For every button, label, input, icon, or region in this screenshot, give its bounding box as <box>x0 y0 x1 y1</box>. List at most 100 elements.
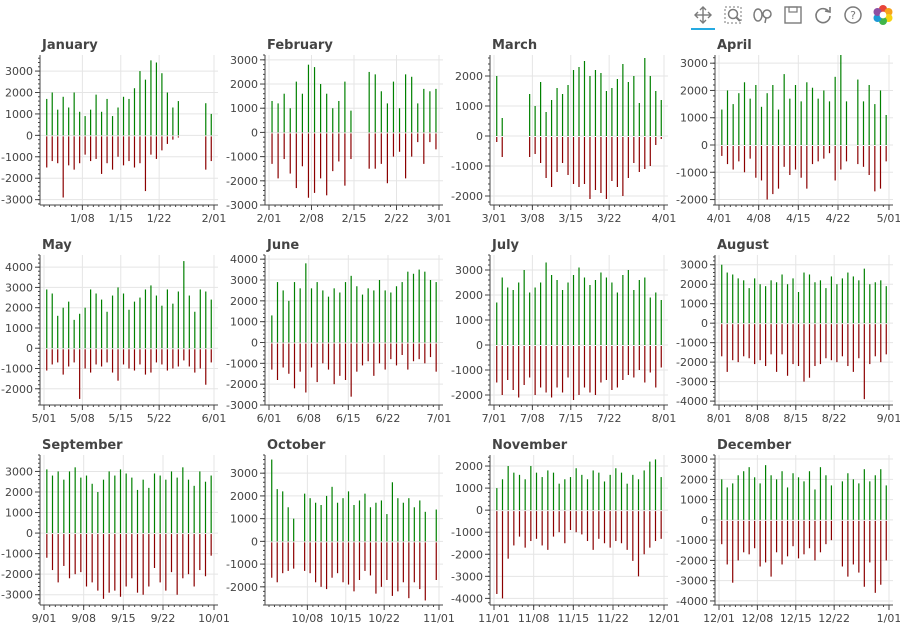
x-tick-label: 2/08 <box>299 212 324 225</box>
x-tick-label: 10/15 <box>330 612 362 625</box>
y-tick-label: 1000 <box>680 298 708 311</box>
x-tick-label: 10/08 <box>292 612 324 625</box>
chart-panel-april: April 3000 2000 1000 0 -1000 -2000 4/01 4/08 4/15… <box>676 38 900 225</box>
x-tick-label: 7/01 <box>427 412 452 425</box>
chart-title: September <box>42 438 123 453</box>
y-tick-label: -3000 <box>226 199 258 212</box>
y-tick-label: 2000 <box>455 289 483 302</box>
x-tick-label: 12/01 <box>648 612 680 625</box>
help-tool-button[interactable]: ? <box>838 0 868 30</box>
chart-title: January <box>41 38 98 53</box>
x-tick-label: 4/15 <box>786 212 811 225</box>
y-tick-label: -4000 <box>676 395 708 408</box>
y-tick-label: 1000 <box>5 507 33 520</box>
x-tick-label: 11/08 <box>518 612 550 625</box>
chart-panel-december: December 3000 2000 1000 0 -1000 -2000 -3000 -400… <box>676 438 900 625</box>
y-tick-label: -1000 <box>676 534 708 547</box>
x-tick-label: 5/08 <box>70 412 95 425</box>
y-tick-label: 1000 <box>230 513 258 526</box>
y-tick-label: 0 <box>476 504 483 517</box>
y-tick-label: 0 <box>701 139 708 152</box>
y-tick-label: 1000 <box>230 316 258 329</box>
toolbar: ? <box>688 0 900 30</box>
chart-title: November <box>492 438 568 453</box>
y-tick-label: 1000 <box>455 100 483 113</box>
chart-title: February <box>267 38 333 53</box>
y-tick-label: 3000 <box>680 57 708 70</box>
x-tick-label: 3/22 <box>597 212 622 225</box>
bokeh-logo-button[interactable] <box>868 0 898 30</box>
y-tick-label: -3000 <box>226 399 258 412</box>
x-tick-label: 5/01 <box>32 412 57 425</box>
pan-tool-button[interactable] <box>688 0 718 30</box>
x-tick-label: 3/08 <box>520 212 545 225</box>
y-tick-label: -1000 <box>1 151 33 164</box>
x-tick-label: 6/15 <box>336 412 361 425</box>
chart-panel-may: May 4000 3000 2000 1000 0 -1000 -2000 5/01 5/08 5/… <box>1 238 226 425</box>
x-tick-label: 7/08 <box>520 412 545 425</box>
y-tick-label: 3000 <box>5 465 33 478</box>
y-tick-label: 0 <box>251 337 258 350</box>
save-tool-button[interactable] <box>778 0 808 30</box>
y-tick-label: 2000 <box>680 84 708 97</box>
y-tick-label: -2000 <box>226 175 258 188</box>
x-tick-label: 2/01 <box>257 212 282 225</box>
reset-icon <box>815 7 831 24</box>
y-tick-label: -1000 <box>676 337 708 350</box>
x-tick-label: 1/22 <box>147 212 172 225</box>
y-tick-label: 2000 <box>5 302 33 315</box>
chart-title: May <box>42 238 72 253</box>
x-tick-label: 9/22 <box>151 612 176 625</box>
y-tick-label: -1000 <box>1 363 33 376</box>
chart-panel-june: June 4000 3000 2000 1000 0 -1000 -2000 -30006/01… <box>226 238 451 425</box>
chart-title: July <box>491 238 520 253</box>
wheel-zoom-tool-button[interactable] <box>748 0 778 30</box>
x-tick-label: 10/22 <box>368 612 400 625</box>
y-tick-label: 1000 <box>680 494 708 507</box>
svg-text:?: ? <box>850 9 856 22</box>
x-tick-label: 10/01 <box>198 612 230 625</box>
y-tick-label: -4000 <box>451 592 483 605</box>
x-tick-label: 5/15 <box>108 412 133 425</box>
y-tick-label: -3000 <box>1 589 33 602</box>
y-tick-label: 2000 <box>5 87 33 100</box>
plot-area <box>265 255 443 405</box>
x-tick-label: 4/08 <box>746 212 771 225</box>
reset-tool-button[interactable] <box>808 0 838 30</box>
y-tick-label: 2000 <box>680 278 708 291</box>
y-tick-label: 1000 <box>5 322 33 335</box>
x-tick-label: 3/01 <box>427 212 452 225</box>
y-tick-label: 3000 <box>230 274 258 287</box>
x-tick-label: 9/15 <box>111 612 136 625</box>
y-tick-label: 2000 <box>455 70 483 83</box>
y-tick-label: -2000 <box>226 581 258 594</box>
y-tick-label: -2000 <box>451 190 483 203</box>
y-tick-label: 0 <box>251 126 258 139</box>
box-zoom-tool-button[interactable] <box>718 0 748 30</box>
y-tick-label: 3000 <box>230 54 258 67</box>
x-tick-label: 3/01 <box>482 212 507 225</box>
x-tick-label: 12/22 <box>818 612 850 625</box>
chart-panel-october: October 3000 2000 1000 0 -1000 -2000 10/08 10/15… <box>226 438 455 625</box>
y-tick-label: 0 <box>701 514 708 527</box>
chart-title: April <box>717 38 752 53</box>
y-tick-label: -1000 <box>451 160 483 173</box>
y-tick-label: 4000 <box>5 261 33 274</box>
x-tick-label: 8/01 <box>652 412 677 425</box>
y-tick-label: 3000 <box>5 281 33 294</box>
x-tick-label: 1/01 <box>877 612 900 625</box>
x-tick-label: 9/08 <box>71 612 96 625</box>
y-tick-label: 0 <box>701 317 708 330</box>
plot-area <box>715 55 893 205</box>
y-tick-label: -1000 <box>451 526 483 539</box>
y-tick-label: 4000 <box>230 253 258 266</box>
y-tick-label: 2000 <box>230 78 258 91</box>
x-tick-label: 11/01 <box>478 612 510 625</box>
chart-panel-july: July 3000 2000 1000 0 -1000 -2000 7/01 7/08 7/15 7… <box>451 238 676 425</box>
chart-title: October <box>267 438 326 453</box>
x-tick-label: 4/01 <box>707 212 732 225</box>
y-tick-label: 1000 <box>5 108 33 121</box>
y-tick-label: 2000 <box>5 486 33 499</box>
y-tick-label: 0 <box>476 130 483 143</box>
